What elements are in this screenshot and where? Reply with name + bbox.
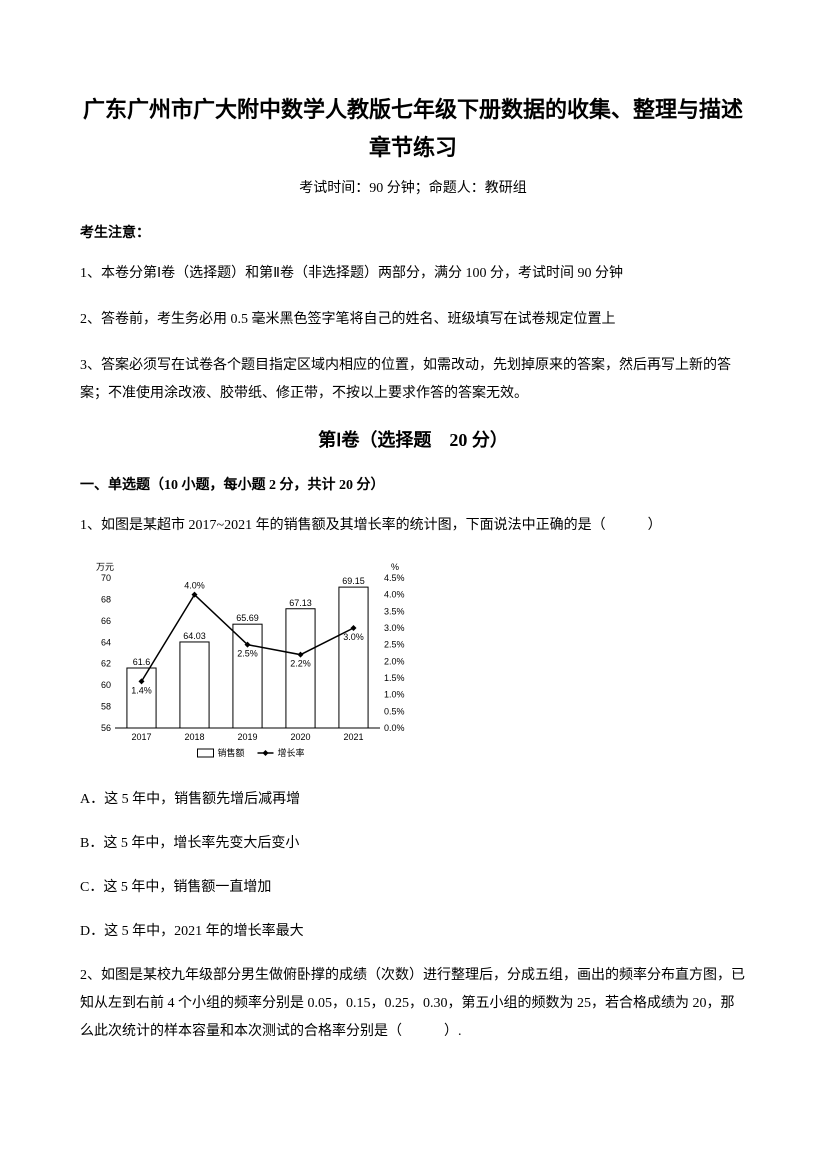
svg-text:64: 64 — [101, 637, 111, 647]
svg-text:2.5%: 2.5% — [237, 648, 258, 658]
svg-text:1.4%: 1.4% — [131, 685, 152, 695]
svg-text:70: 70 — [101, 573, 111, 583]
svg-text:2.2%: 2.2% — [290, 658, 311, 668]
svg-text:3.5%: 3.5% — [384, 606, 405, 616]
svg-text:2.0%: 2.0% — [384, 656, 405, 666]
svg-text:4.0%: 4.0% — [384, 589, 405, 599]
notice-item-2: 2、答卷前，考生务必用 0.5 毫米黑色签字笔将自己的姓名、班级填写在试卷规定位… — [80, 306, 746, 334]
section-heading: 第Ⅰ卷（选择题 20 分） — [80, 426, 746, 452]
notice-item-3: 3、答案必须写在试卷各个题目指定区域内相应的位置，如需改动，先划掉原来的答案，然… — [80, 352, 746, 408]
svg-text:4.5%: 4.5% — [384, 573, 405, 583]
svg-text:64.03: 64.03 — [183, 631, 206, 641]
svg-text:2017: 2017 — [131, 732, 151, 742]
q1-option-a: A．这 5 年中，销售额先增后减再增 — [80, 786, 746, 814]
svg-text:2018: 2018 — [184, 732, 204, 742]
svg-text:60: 60 — [101, 680, 111, 690]
q1-option-c: C．这 5 年中，销售额一直增加 — [80, 874, 746, 902]
q1-option-d: D．这 5 年中，2021 年的增长率最大 — [80, 918, 746, 946]
title-line1: 广东广州市广大附中数学人教版七年级下册数据的收集、整理与描述 — [80, 90, 746, 130]
svg-text:增长率: 增长率 — [278, 747, 305, 758]
svg-text:62: 62 — [101, 658, 111, 668]
svg-text:4.0%: 4.0% — [184, 580, 205, 590]
svg-text:56: 56 — [101, 723, 111, 733]
svg-text:2020: 2020 — [290, 732, 310, 742]
notice-heading: 考生注意： — [80, 222, 746, 242]
svg-text:68: 68 — [101, 594, 111, 604]
svg-text:1.0%: 1.0% — [384, 689, 405, 699]
svg-text:58: 58 — [101, 701, 111, 711]
svg-text:万元: 万元 — [96, 562, 114, 572]
svg-text:3.0%: 3.0% — [343, 632, 364, 642]
q1-option-b: B．这 5 年中，增长率先变大后变小 — [80, 830, 746, 858]
svg-text:2021: 2021 — [343, 732, 363, 742]
svg-text:0.0%: 0.0% — [384, 723, 405, 733]
svg-text:66: 66 — [101, 615, 111, 625]
title-line2: 章节练习 — [80, 130, 746, 162]
svg-text:销售额: 销售额 — [218, 747, 245, 758]
svg-text:3.0%: 3.0% — [384, 623, 405, 633]
svg-text:0.5%: 0.5% — [384, 706, 405, 716]
svg-text:65.69: 65.69 — [236, 613, 259, 623]
svg-text:%: % — [391, 562, 399, 572]
svg-text:1.5%: 1.5% — [384, 673, 405, 683]
svg-text:2.5%: 2.5% — [384, 639, 405, 649]
svg-text:61.6: 61.6 — [133, 657, 151, 667]
sales-chart: 56 58 60 62 64 66 68 70万元 0.0% 0.5% 1.0% 1.5% 2.0% 2.… — [80, 558, 420, 768]
exam-info: 考试时间：90 分钟；命题人：教研组 — [80, 177, 746, 197]
q2-text: 2、如图是某校九年级部分男生做俯卧撑的成绩（次数）进行整理后，分成五组，画出的频… — [80, 962, 746, 1046]
subsection-heading: 一、单选题（10 小题，每小题 2 分，共计 20 分） — [80, 474, 746, 494]
notice-item-1: 1、本卷分第Ⅰ卷（选择题）和第Ⅱ卷（非选择题）两部分，满分 100 分，考试时间… — [80, 260, 746, 288]
svg-text:69.15: 69.15 — [342, 576, 365, 586]
svg-text:67.13: 67.13 — [289, 597, 312, 607]
q1-text: 1、如图是某超市 2017~2021 年的销售额及其增长率的统计图，下面说法中正… — [80, 512, 746, 540]
svg-text:2019: 2019 — [237, 732, 257, 742]
